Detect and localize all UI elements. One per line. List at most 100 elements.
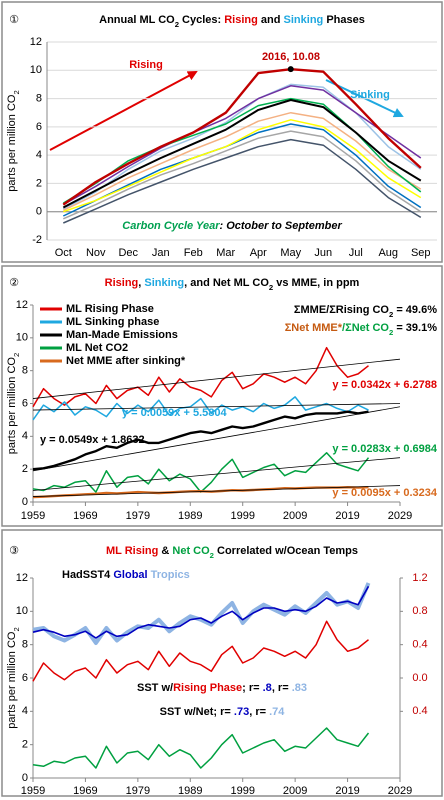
text-piece: y = 0.0095x + 0.3234 (332, 487, 437, 499)
y-tick-label: 6 (22, 397, 28, 409)
text-piece: .83 (292, 682, 307, 694)
y-tick-label: 0 (36, 206, 42, 218)
y-tick-label: 12 (16, 299, 28, 311)
text-piece: Sinking (144, 277, 184, 289)
text-piece: y = 0.0059x + 5.5804 (122, 407, 227, 419)
series-line (32, 410, 369, 471)
x-tick-label: Jul (349, 247, 363, 259)
x-tick-label: 1959 (21, 510, 45, 522)
text-piece: = 49.6% (393, 304, 437, 316)
x-tick-label: 1979 (126, 510, 150, 522)
text-piece: , (138, 277, 144, 289)
x-tick-label: Oct (55, 247, 72, 259)
x-tick-label: 2009 (283, 510, 307, 522)
y-tick-label: 0 (22, 496, 28, 508)
y-axis-label: parts per million CO2 (6, 353, 21, 454)
panel-number: ② (9, 276, 19, 289)
y-tick-label: 2 (22, 739, 28, 751)
text-piece: , r= (272, 682, 292, 694)
x-tick-label: 1999 (230, 510, 254, 522)
series-line (62, 85, 422, 206)
text-piece: = 39.1% (393, 322, 437, 334)
y-tick-label: 12 (16, 572, 28, 584)
text-piece: : October to September (219, 220, 342, 232)
text-piece: Annual ML CO (99, 14, 175, 26)
text-piece: vs MME, in ppm (273, 277, 359, 289)
x-tick-label: 2029 (388, 510, 412, 522)
trend-line (32, 403, 401, 411)
legend-label: ML Net CO2 (66, 342, 128, 354)
series-line (32, 620, 369, 682)
text-piece: y = 0.0549x + 1.8632 (40, 434, 145, 446)
y-tick-label: 4 (36, 149, 42, 161)
text-piece: ΣMME/ΣRising CO (294, 304, 390, 316)
x-tick-label: 1969 (73, 785, 97, 797)
y-axis-label: parts per million CO2 (6, 90, 21, 191)
x-tick-label: Apr (250, 247, 267, 259)
text-piece: 2 (12, 353, 21, 357)
text-piece: ΣNet MME* (285, 322, 343, 334)
text-piece: Sinking (350, 89, 390, 101)
text-piece: ; r= (242, 682, 262, 694)
y-tick-label: 8 (22, 365, 28, 377)
series-line (62, 123, 422, 217)
text-piece: 2 (12, 90, 21, 94)
text-piece: 2 (389, 310, 393, 319)
y-tick-label: -2 (32, 234, 42, 246)
series-line (32, 582, 371, 645)
annotation: y = 0.0095x + 0.3234 (332, 487, 437, 499)
x-tick-label: 1989 (178, 785, 202, 797)
x-tick-label: Jan (152, 247, 170, 259)
series-line (62, 99, 422, 209)
x-tick-label: Sep (411, 247, 431, 259)
annotation: Sinking (350, 89, 390, 101)
text-piece: /ΣNet CO (342, 322, 389, 334)
text-piece: and (258, 14, 284, 26)
y2-tick-label: 1.2 (412, 572, 427, 584)
series-line (32, 727, 370, 769)
text-piece: y = 0.0342x + 6.2788 (332, 379, 437, 391)
x-tick-label: Jun (314, 247, 332, 259)
x-tick-label: May (280, 247, 301, 259)
series-line (62, 111, 422, 211)
annotation: Rising (129, 59, 163, 71)
text-piece: parts per million CO (6, 631, 18, 729)
y-tick-label: 6 (22, 672, 28, 684)
legend-label: ML Sinking phase (66, 316, 159, 328)
peak-marker (287, 66, 294, 73)
y-tick-label: 12 (30, 36, 42, 48)
x-tick-label: Nov (86, 247, 106, 259)
annotation: HadSST4 Global Tropics (62, 569, 190, 581)
y2-tick-label: 0.8 (412, 605, 427, 617)
trend-line (32, 358, 401, 399)
text-piece: y = 0.0283x + 0.6984 (332, 443, 437, 455)
chart-title: ML Rising & Net CO2 Correlated w/Ocean T… (106, 545, 358, 560)
x-tick-label: Aug (378, 247, 398, 259)
text-piece: Rising (224, 14, 258, 26)
text-piece: 2016, 10.08 (262, 51, 320, 63)
y2-tick-label: 0.4 (412, 705, 427, 717)
text-piece: , and Net ML CO (184, 277, 269, 289)
text-piece: Rising Phase (173, 682, 242, 694)
panel-frame (1, 529, 443, 797)
text-piece: Rising (129, 59, 163, 71)
x-tick-label: 1959 (21, 785, 45, 797)
panel-frame (1, 1, 443, 263)
annotation: ΣMME/ΣRising CO2 = 49.6% (294, 304, 437, 319)
y-tick-label: 0 (22, 772, 28, 784)
panel-number: ① (9, 13, 19, 26)
series-line (32, 585, 370, 639)
text-piece: 2 (269, 283, 273, 292)
series-line (62, 68, 422, 206)
y-tick-label: 8 (22, 639, 28, 651)
text-piece: .74 (269, 706, 285, 718)
text-piece: ML Rising (106, 545, 158, 557)
legend-label: Net MME after sinking* (66, 355, 186, 367)
trend-line (32, 485, 401, 497)
text-piece: Phases (323, 14, 365, 26)
legend-label: ML Rising Phase (66, 303, 154, 315)
x-tick-label: 1979 (126, 785, 150, 797)
text-piece: Global (113, 569, 147, 581)
text-piece: , r= (249, 706, 269, 718)
